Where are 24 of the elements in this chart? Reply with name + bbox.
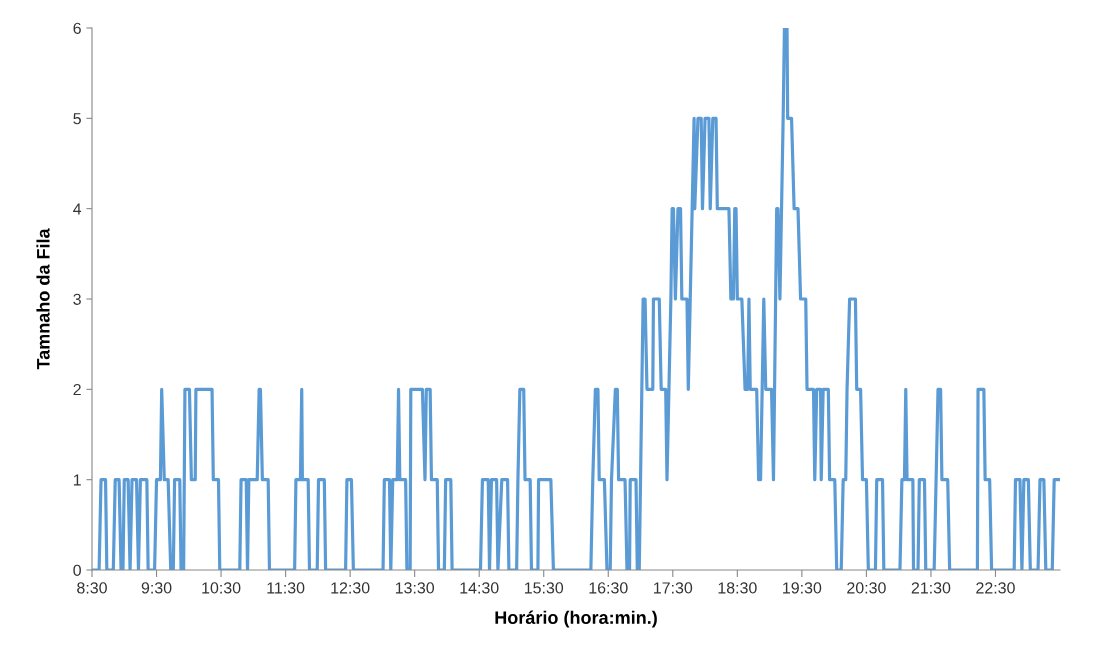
- x-tick-label: 11:30: [267, 582, 305, 594]
- y-tick-label: 6: [73, 22, 81, 34]
- x-tick-label: 13:30: [395, 582, 435, 594]
- x-axis-title: Horário (hora:min.): [495, 610, 657, 628]
- x-tick-label: 20:30: [847, 582, 886, 594]
- x-tick-label: 18:30: [718, 582, 757, 594]
- x-tick-label: 22:30: [976, 582, 1015, 594]
- y-axis-title: Tamnaho da Fila: [36, 228, 50, 370]
- x-tick-label: 12:30: [331, 582, 370, 594]
- x-tick-label: 17:30: [654, 582, 693, 594]
- y-tick-label: 5: [73, 113, 81, 125]
- y-tick-label: 3: [73, 293, 81, 305]
- x-tick-label: 19:30: [783, 582, 822, 594]
- y-tick-label: 1: [73, 474, 81, 486]
- x-tick-label: 10:30: [202, 582, 241, 594]
- x-tick-label: 16:30: [589, 582, 628, 594]
- y-tick-label: 2: [73, 383, 81, 396]
- x-tick-label: 15:30: [524, 582, 564, 594]
- x-tick-label: 8:30: [77, 582, 107, 594]
- y-tick-label: 4: [73, 203, 82, 215]
- x-tick-label: 21:30: [911, 582, 951, 594]
- y-tick-label: 0: [73, 564, 81, 576]
- x-tick-label: 9:30: [141, 582, 172, 594]
- x-tick-label: 14:30: [460, 582, 499, 594]
